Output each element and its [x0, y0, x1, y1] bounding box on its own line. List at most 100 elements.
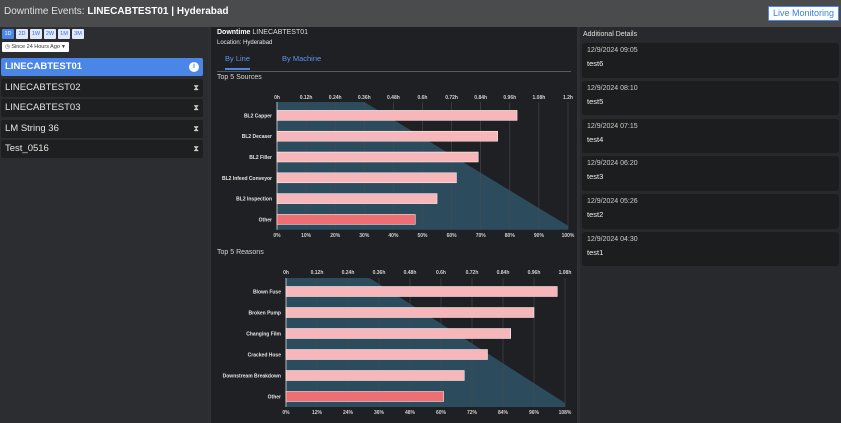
bar[interactable] [276, 151, 479, 163]
x-tick-label: 0.36h [373, 270, 386, 276]
range-button-1d[interactable]: 1D [2, 29, 14, 39]
details-list: 12/9/2024 09:05 test6 12/9/2024 08:10 test5… [582, 43, 839, 270]
pareto-tick-label: 108% [559, 410, 572, 416]
line-item-label: LINECABTEST03 [5, 102, 81, 113]
category-label: Other [268, 395, 281, 401]
bar[interactable] [285, 391, 444, 402]
detail-timestamp: 12/9/2024 05:26 [587, 198, 638, 206]
info-icon: i [189, 62, 199, 72]
bar[interactable] [276, 172, 457, 184]
x-tick-label: 1.2h [563, 95, 573, 101]
page-title: Downtime Events: LINECABTEST01 | Hyderab… [4, 6, 229, 17]
pareto-area [286, 278, 565, 407]
bar[interactable] [285, 307, 535, 318]
line-item[interactable]: LINECABTEST03 ⧗ [1, 99, 203, 117]
x-tick-label: 0.48h [404, 270, 417, 276]
page-title-line: LINECABTEST01 | Hyderabad [87, 6, 229, 17]
range-button-2w[interactable]: 2W [44, 29, 56, 39]
detail-timestamp: 12/9/2024 04:30 [587, 235, 638, 243]
x-tick-label: 0.84h [474, 95, 487, 101]
x-tick-label: 0.6h [417, 95, 427, 101]
hourglass-icon: ⧗ [193, 144, 199, 153]
pareto-tick-label: 70% [476, 233, 487, 239]
detail-name: test4 [587, 134, 604, 144]
details-title: Additional Details [583, 31, 638, 38]
live-monitoring-button[interactable]: Live Monitoring [767, 6, 839, 21]
line-item-label: LM String 36 [5, 122, 59, 134]
bar[interactable] [285, 349, 488, 360]
pareto-tick-label: 60% [436, 410, 447, 416]
sources-chart: 0h 0.12h 0.24h 0.36h 0.48h 0.6h 0.72h 0.84h 0.96… [222, 95, 575, 239]
detail-timestamp: 12/9/2024 09:05 [587, 47, 638, 54]
detail-card[interactable]: 12/9/2024 06:20 test3 [582, 156, 839, 191]
bar[interactable] [276, 214, 416, 225]
hourglass-icon: ⧗ [193, 103, 199, 112]
line-item[interactable]: LM String 36 ⧗ [1, 119, 203, 138]
detail-card[interactable]: 12/9/2024 09:05 test6 [582, 43, 839, 78]
sources-chart-title: Top 5 Sources [217, 74, 262, 81]
pareto-tick-label: 60% [447, 233, 458, 239]
category-label: Cracked Hose [248, 353, 282, 359]
range-button-3m[interactable]: 3M [72, 29, 84, 39]
x-tick-label: 1.08h [533, 95, 546, 101]
pareto-tick-label: 20% [330, 233, 341, 239]
details-panel: Additional Details 12/9/2024 09:05 test6 1… [580, 27, 841, 423]
pareto-tick-label: 24% [343, 410, 354, 416]
page-title-prefix: Downtime Events: [4, 6, 85, 17]
hourglass-icon: ⧗ [193, 123, 199, 133]
x-tick-label: 0.6h [436, 270, 446, 276]
pareto-tick-label: 12% [312, 410, 323, 416]
downtime-heading-bold: Downtime [217, 29, 251, 36]
detail-name: test5 [587, 96, 604, 106]
range-button-1w[interactable]: 1W [30, 29, 42, 39]
chevron-down-icon: ▼ [60, 44, 66, 50]
pareto-tick-label: 80% [505, 233, 516, 239]
category-label: Changing Film [246, 332, 281, 338]
line-item-label: Test_0516 [5, 143, 49, 154]
sidebar: 1D 2D 1W 2W 1M 3M ◷ Since 24 Hours Ago▼ LINEC… [0, 27, 208, 423]
detail-card[interactable]: 12/9/2024 05:26 test2 [582, 194, 839, 229]
clock-icon: ◷ [5, 44, 10, 50]
category-label: BL2 Inspection [236, 197, 272, 203]
tab-by-line[interactable]: By Line [225, 54, 251, 70]
range-button-1m[interactable]: 1M [58, 29, 70, 39]
pareto-tick-label: 30% [359, 233, 370, 239]
line-item[interactable]: LINECABTEST01 i [1, 58, 203, 76]
x-tick-label: 0.12h [311, 270, 324, 276]
since-dropdown[interactable]: ◷ Since 24 Hours Ago▼ [2, 42, 69, 52]
pareto-tick-label: 0% [282, 410, 290, 416]
reasons-chart: 0h 0.12h 0.24h 0.36h 0.48h 0.6h 0.72h 0.84h 0.96… [223, 270, 572, 416]
x-tick-label: 0.24h [342, 270, 355, 276]
pareto-tick-label: 96% [529, 410, 540, 416]
category-label: Downstream Breakdown [223, 374, 281, 380]
range-button-2d[interactable]: 2D [16, 29, 28, 39]
tab-by-machine[interactable]: By Machine [282, 54, 322, 63]
bar[interactable] [276, 110, 518, 121]
detail-card[interactable]: 12/9/2024 08:10 test5 [582, 80, 839, 116]
detail-name: test1 [587, 247, 604, 257]
bar[interactable] [285, 328, 511, 339]
category-label: BL2 Infeed Conveyor [222, 176, 272, 182]
x-tick-label: 0.72h [466, 270, 479, 276]
x-tick-label: 1.08h [559, 270, 572, 276]
line-list: LINECABTEST01 i LINECABTEST02 ⧗ LINECABTEST0… [1, 58, 203, 161]
pareto-tick-label: 100% [562, 233, 575, 239]
detail-card[interactable]: 12/9/2024 04:30 test1 [582, 231, 839, 267]
x-tick-label: 0.36h [358, 95, 371, 101]
category-label: Broken Pump [248, 311, 281, 317]
detail-name: test6 [587, 59, 604, 68]
x-tick-label: 0.48h [387, 95, 400, 101]
line-item[interactable]: LINECABTEST02 ⧗ [1, 78, 203, 97]
line-item[interactable]: Test_0516 ⧗ [1, 140, 203, 158]
pareto-tick-label: 90% [534, 233, 545, 239]
bar[interactable] [276, 130, 498, 142]
bar[interactable] [276, 193, 438, 204]
bar[interactable] [285, 286, 558, 297]
detail-name: test3 [587, 172, 604, 182]
category-label: BL2 Filler [249, 155, 272, 161]
bar[interactable] [285, 370, 465, 381]
detail-card[interactable]: 12/9/2024 07:15 test4 [582, 118, 839, 154]
detail-timestamp: 12/9/2024 08:10 [587, 84, 638, 92]
pareto-tick-label: 36% [374, 410, 385, 416]
pareto-tick-label: 84% [498, 410, 509, 416]
